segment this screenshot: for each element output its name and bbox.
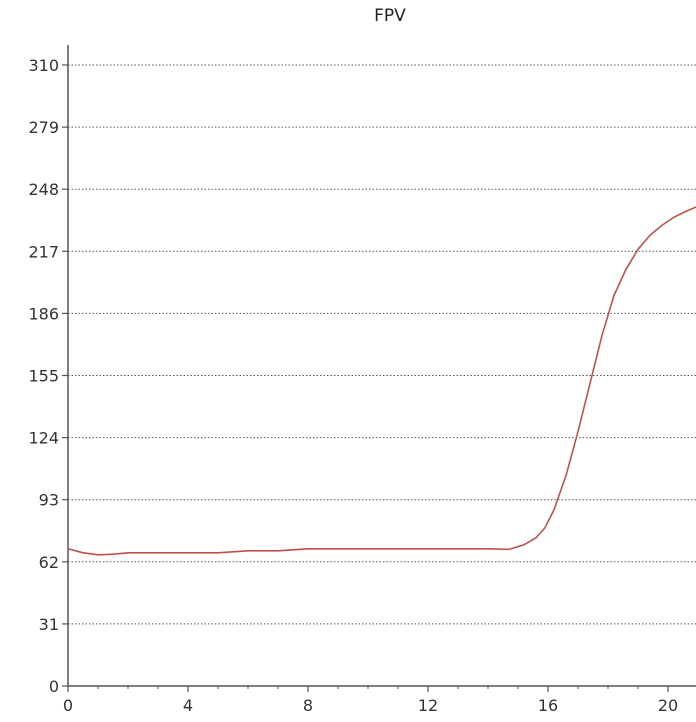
x-tick-label: 16 xyxy=(538,696,558,715)
x-tick-label: 0 xyxy=(63,696,73,715)
x-tick-label: 12 xyxy=(418,696,438,715)
y-tick-label: 186 xyxy=(28,304,59,323)
y-tick-label: 93 xyxy=(39,491,59,510)
y-tick-label: 124 xyxy=(28,429,59,448)
y-tick-label: 31 xyxy=(39,615,59,634)
x-tick-label: 20 xyxy=(658,696,678,715)
series-line xyxy=(67,206,696,556)
gridlines xyxy=(68,64,696,625)
y-tick-label: 0 xyxy=(49,677,59,696)
tick-labels: 0 31 62 93 124 155 186 217 248 279 310 0 4 8 12 16 20 xyxy=(28,56,678,715)
y-tick-label: 217 xyxy=(28,242,59,261)
y-tick-label: 155 xyxy=(28,367,59,386)
y-tick-label: 248 xyxy=(28,180,59,199)
x-tick-label: 4 xyxy=(183,696,193,715)
series-layer xyxy=(67,206,696,556)
y-tick-label: 279 xyxy=(28,118,59,137)
x-tick-label: 8 xyxy=(303,696,313,715)
y-tick-label: 62 xyxy=(39,553,59,572)
axes xyxy=(62,45,696,692)
y-tick-label: 310 xyxy=(28,56,59,75)
chart-title: FPV xyxy=(374,6,406,26)
